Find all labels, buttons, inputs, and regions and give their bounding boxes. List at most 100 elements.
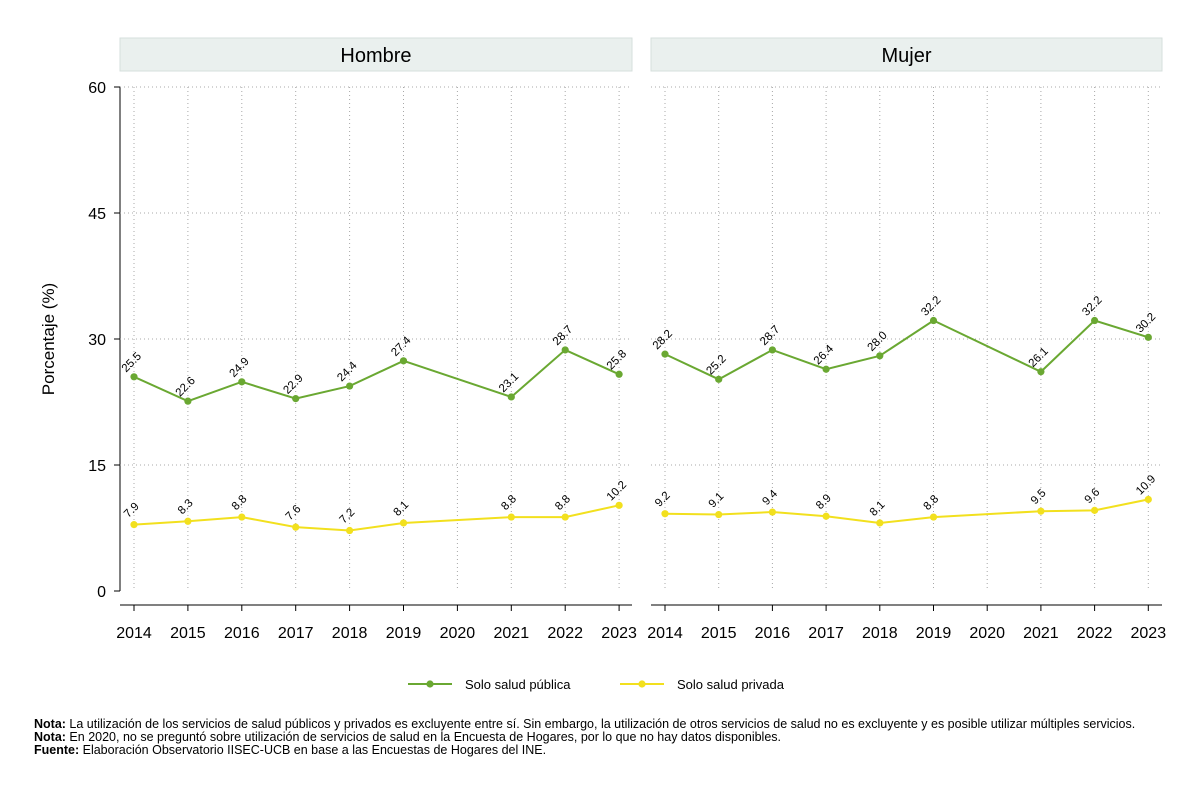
x-tick-label: 2017 [278,625,314,642]
data-point [929,316,938,325]
series-line [133,348,620,403]
y-tick-label: 0 [97,584,106,601]
data-point [561,513,569,521]
data-point [292,523,300,531]
data-label: 7.6 [284,503,304,523]
data-point [661,350,669,358]
data-label: 28.0 [866,330,890,354]
panel-title: Hombre [340,45,411,67]
series-line [664,498,1149,524]
x-tick-label: 2020 [969,625,1005,642]
data-point [238,378,246,386]
data-point [507,513,515,521]
chart-notes: Nota: La utilización de los servicios de… [34,718,1200,757]
data-label: 8.1 [391,499,411,519]
data-label: 8.8 [921,493,941,513]
data-point [346,526,354,535]
y-tick-label: 30 [88,332,106,349]
data-point [768,508,777,516]
data-point [292,395,300,403]
data-label: 10.9 [1134,473,1158,497]
data-label: 10.2 [605,479,629,503]
data-point [768,346,777,354]
data-label: 24.9 [228,356,252,380]
data-point [822,365,830,373]
x-tick-label: 2015 [170,625,206,642]
data-label: 28.2 [651,328,675,352]
legend-label: Solo salud pública [465,677,571,692]
data-point [615,501,623,509]
x-tick-label: 2016 [755,625,791,642]
data-point [1037,507,1045,515]
x-tick-label: 2020 [440,625,476,642]
x-tick-label: 2014 [647,625,683,642]
data-label: 7.2 [338,506,358,526]
source-note: Fuente: Elaboración Observatorio IISEC-U… [34,743,547,757]
data-point [399,357,408,365]
x-tick-label: 2016 [224,625,260,642]
data-point [876,519,884,527]
data-label: 24.4 [335,359,360,384]
data-point [1037,368,1045,376]
data-label: 28.7 [551,324,575,348]
x-tick-label: 2023 [1131,625,1167,642]
panel-title: Mujer [881,45,931,67]
x-tick-label: 2018 [862,625,898,642]
data-label: 32.2 [919,294,943,318]
x-tick-label: 2017 [808,625,844,642]
data-label: 9.2 [653,490,673,510]
y-tick-label: 15 [88,458,106,475]
data-label: 9.5 [1029,487,1049,507]
data-point [715,510,723,519]
data-label: 8.8 [230,493,250,513]
x-tick-label: 2014 [116,625,152,642]
data-label: 8.3 [176,497,196,517]
data-point [876,352,884,360]
data-label: 26.4 [812,343,837,368]
data-point [715,375,723,383]
data-point [399,519,408,527]
data-label: 22.9 [281,372,305,396]
data-point [184,397,192,405]
data-label: 8.9 [814,492,834,512]
series-line [133,504,620,532]
legend-marker [426,680,434,688]
legend-marker [638,680,646,688]
y-tick-label: 60 [88,80,106,97]
x-tick-label: 2019 [386,625,422,642]
data-label: 25.2 [704,353,728,377]
x-tick-label: 2021 [1023,625,1059,642]
data-label: 9.1 [707,491,727,511]
data-point [661,510,669,518]
y-axis-title: Porcentaje (%) [39,283,58,395]
data-point [238,513,246,521]
x-tick-label: 2015 [701,625,737,642]
chart: 0 15 30 45 60 Porcentaje (%) Hombre 2014 2015 201… [39,37,1167,692]
x-tick-label: 2018 [332,625,368,642]
y-tick-label: 45 [88,206,106,223]
data-label: 8.8 [499,493,519,513]
data-label: 25.5 [120,351,144,375]
data-point [1091,506,1099,514]
data-point [1091,316,1099,325]
note-1: Nota: La utilización de los servicios de… [34,718,1136,731]
data-label: 7.9 [122,501,142,521]
data-point [929,513,938,521]
data-label: 32.2 [1080,294,1104,318]
data-point [130,521,138,529]
data-label: 27.4 [389,334,414,359]
data-point [130,373,138,381]
legend-label: Solo salud privada [677,677,785,692]
data-label: 9.4 [760,488,780,508]
data-point [615,370,623,378]
data-point [184,517,192,525]
series-line [664,319,1149,381]
data-point [561,346,569,354]
x-tick-label: 2019 [916,625,952,642]
data-point [1144,333,1152,341]
data-point [346,382,354,390]
data-point [1144,495,1152,504]
x-tick-label: 2022 [547,625,583,642]
panel-strip [650,37,1163,72]
data-point [822,512,830,520]
